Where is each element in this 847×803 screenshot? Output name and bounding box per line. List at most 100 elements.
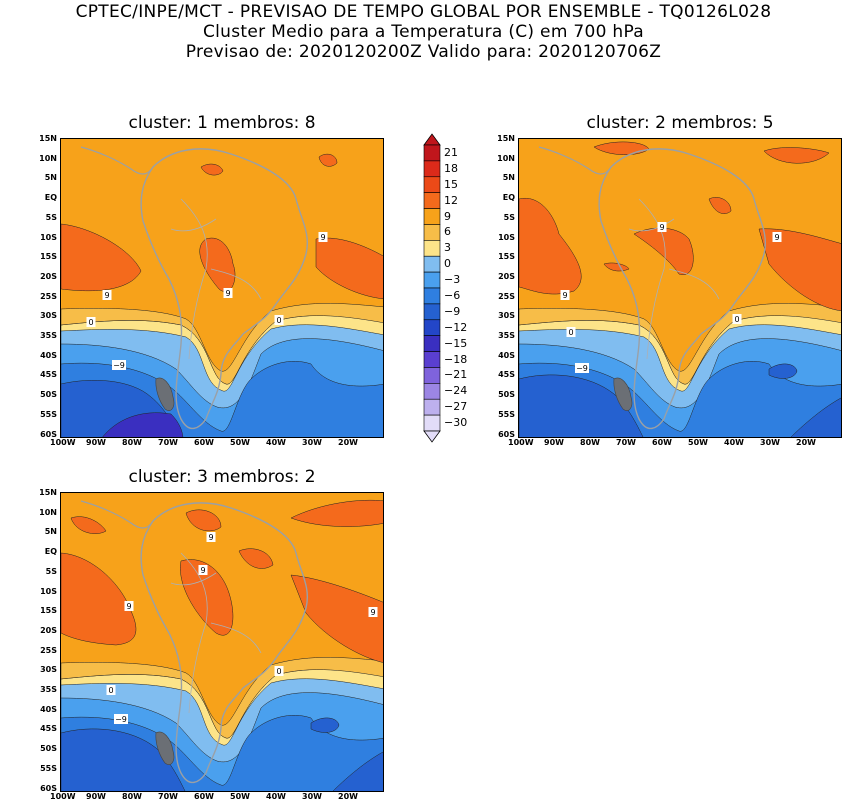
lat-tick-label: EQ [44,547,57,557]
colorbar-label: −12 [444,320,468,334]
temp-band-12-interior [633,227,694,275]
lat-tick-label: 5S [503,212,515,222]
lat-tick-label: EQ [502,193,515,203]
colorbar-label: 18 [444,161,458,175]
colorbar-label: 6 [444,225,451,239]
lat-tick-label: 60S [40,783,57,793]
contour-label-bg [112,360,126,370]
lon-tick-label: 50W [230,438,250,447]
contour-label-bg [368,607,378,617]
lat-tick-label: 10N [39,507,57,517]
lat-tick-label: 45S [40,724,57,734]
contour-label-bg [114,714,128,724]
colorbar-swatch [423,287,441,305]
temp-band-12-west [519,197,582,295]
lat-tick-label: 20S [498,271,515,281]
country-borders [170,552,262,714]
country-borders [170,198,262,360]
colorbar-swatch [423,383,441,400]
colorbar-label: −6 [444,288,461,302]
lat-tick-label: 55S [40,763,57,773]
coastline-south-america [598,148,766,430]
colorbar-swatch [423,240,441,257]
colorbar-swatch [423,398,441,416]
temp-band-12-cell [603,262,630,272]
colorbar-swatch [423,160,441,178]
contour-label: 9 [104,291,109,300]
contour-label-bg [772,232,782,242]
colorbar-swatch [423,335,441,352]
contour-label: 0 [568,328,573,337]
temp-band-12-north [290,499,383,527]
lat-tick-label: 20S [40,625,57,635]
colorbar-label: 0 [444,257,451,271]
lat-tick-label: 15S [498,252,515,262]
temp-band-6 [61,657,383,739]
contour-label: 0 [734,315,739,324]
colorbar-swatch [423,192,441,209]
contour-label-bg [657,222,667,232]
colorbar-swatch [423,303,441,321]
lat-tick-label: 5N [44,527,57,537]
panel-2-title: cluster: 2 membros: 5 [586,113,774,133]
colorbar-label: 3 [444,241,451,255]
colorbar-swatch [423,144,441,162]
contour-label-bg [732,314,742,324]
lon-tick-label: 70W [158,792,178,801]
temp-band-neg9 [61,728,186,791]
temp-band-neg9 [790,397,841,437]
andes-landmass [155,731,175,765]
colorbar-label: −24 [444,384,468,398]
subtitle: Cluster Medio para a Temperatura (C) em … [202,22,645,42]
contour-label-bg [560,290,570,300]
contour-label-bg [86,317,96,327]
main-title: CPTEC/INPE/MCT - PREVISAO DE TEMPO GLOBA… [75,2,772,22]
andes-landmass [155,377,175,411]
colorbar-label: −21 [444,368,468,382]
temp-band-6 [519,303,841,385]
lon-tick-label: 90W [86,438,106,447]
panel-3-title: cluster: 3 membros: 2 [128,467,316,487]
lat-tick-label: 5S [45,566,57,576]
colorbar-label: −30 [444,416,468,430]
lat-tick-label: 40S [40,704,57,714]
contour-label-bg [566,327,576,337]
contour-label-bg [274,666,284,676]
lat-tick-label: 30S [498,311,515,321]
lon-tick-label: 60W [194,438,214,447]
lat-tick-label: 55S [40,409,57,419]
temp-band-12-north [763,147,830,164]
lat-tick-label: 40S [498,350,515,360]
colorbar-label: 15 [444,177,458,191]
colorbar-label: −9 [444,304,461,318]
colorbar-label: −15 [444,336,468,350]
temp-band-12-cell [238,548,274,569]
colorbar-label: 12 [444,193,458,207]
lat-tick-label: 60S [40,429,57,439]
contour-label-bg [102,290,112,300]
contour-label: 9 [320,233,325,242]
lat-tick-label: 50S [40,744,57,754]
colorbar-swatch [423,319,441,336]
colorbar-swatch [423,176,441,193]
colorbar-label: 21 [444,145,458,159]
temp-band-12-north [185,509,222,532]
lat-tick-label: 15N [39,488,57,497]
contour-label: 9 [126,602,131,611]
andes-landmass [613,377,633,411]
lat-tick-label: 55S [498,409,515,419]
contour-label: 0 [276,316,281,325]
contour-label-bg [206,532,216,542]
lon-tick-label: 60W [194,792,214,801]
lat-tick-label: 5N [44,173,57,183]
lat-tick-label: 10N [497,153,515,163]
forecast-dates: Previsao de: 2020120200Z Valido para: 20… [185,42,662,62]
contour-label: 9 [774,233,779,242]
coastline-central-america [80,146,154,175]
temp-band-12-cell [708,197,732,214]
contour-label: 9 [659,223,664,232]
lon-tick-label: 20W [338,438,358,447]
lon-tick-label: 30W [760,438,780,447]
contour-label-bg [198,565,208,575]
lat-tick-label: 5S [45,212,57,222]
